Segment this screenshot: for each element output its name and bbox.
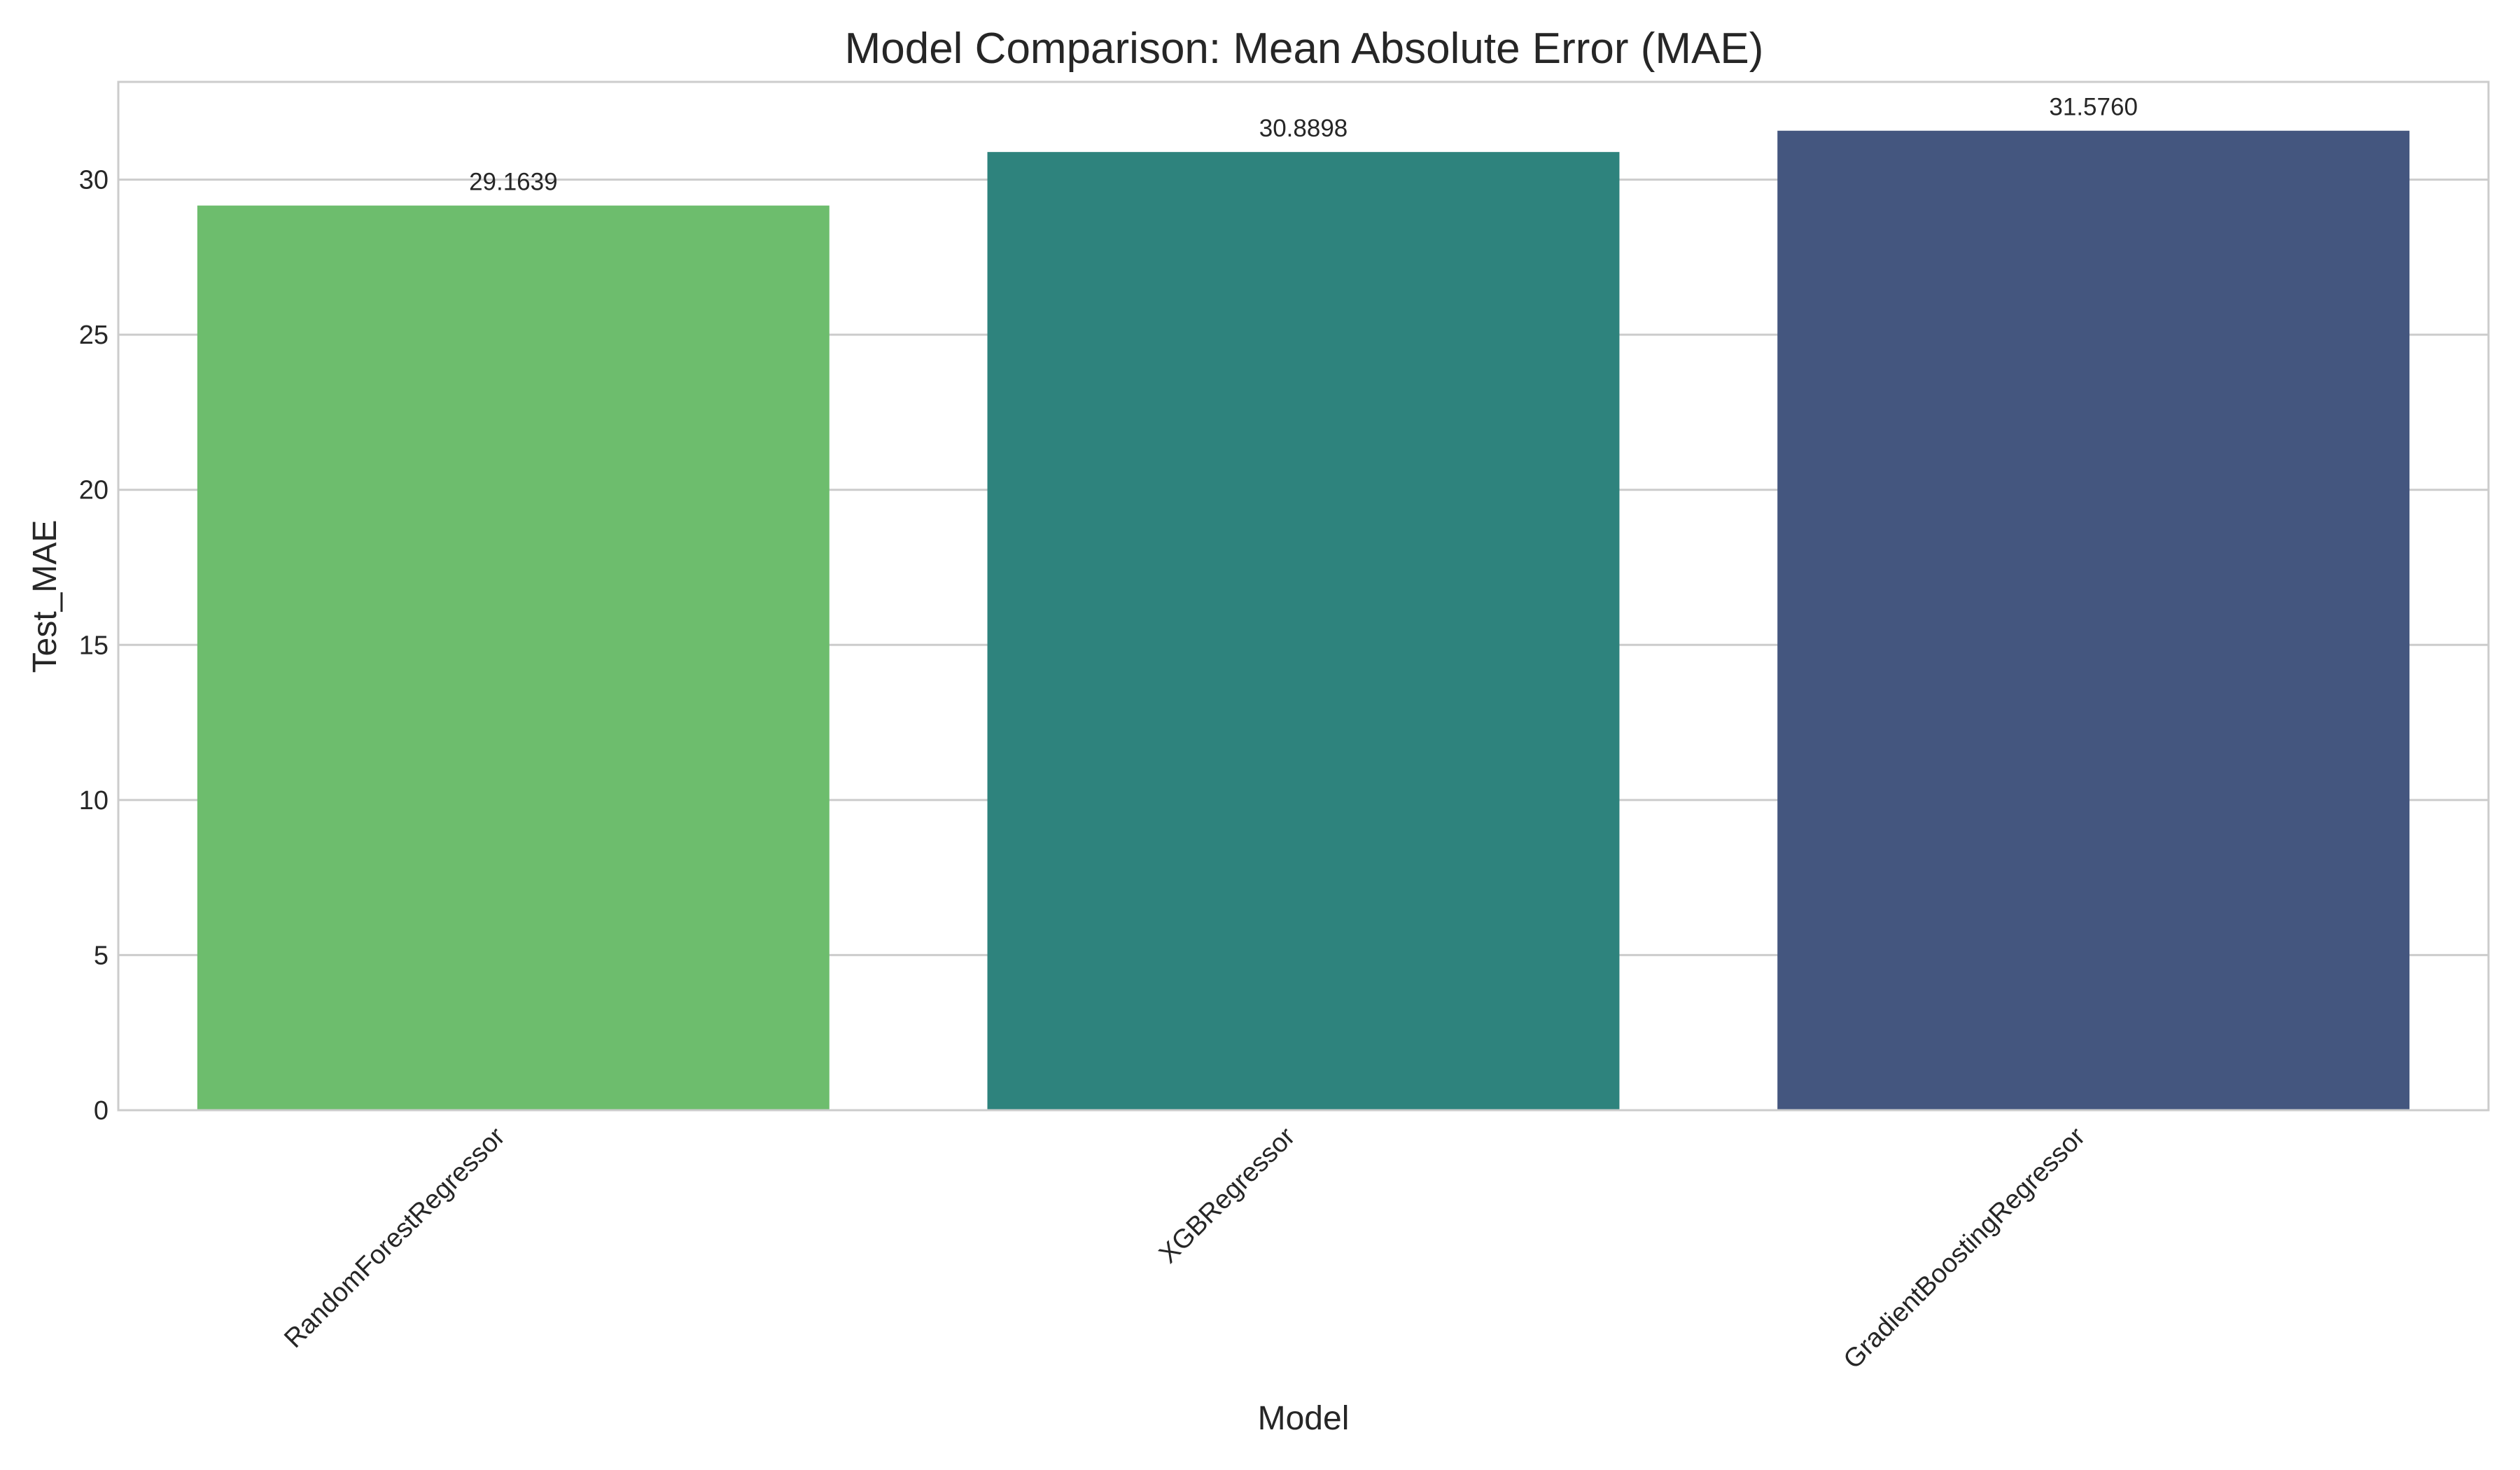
y-tick-label: 0: [94, 1096, 108, 1126]
bar-value-label: 31.5760: [2049, 94, 2138, 121]
y-tick-label: 10: [79, 786, 108, 816]
data-labels: 29.1639 30.8898 31.5760: [469, 94, 2138, 196]
plot-frame: [117, 80, 2490, 1112]
y-tick-label: 5: [94, 941, 108, 970]
bar: [1777, 130, 2410, 1111]
y-tick-label: 15: [79, 631, 108, 660]
y-tick-label: 30: [79, 166, 108, 195]
bar-value-label: 29.1639: [469, 169, 558, 196]
y-axis-label: Test_MAE: [27, 520, 64, 673]
chart-title: Model Comparison: Mean Absolute Error (M…: [845, 24, 1764, 73]
x-axis-label: Model: [1258, 1400, 1350, 1437]
y-tick-label: 20: [79, 476, 108, 505]
bars: [197, 130, 2410, 1111]
plot-area: 29.1639 30.8898 31.5760: [117, 80, 2490, 1112]
bar-value-label: 30.8898: [1259, 115, 1348, 142]
y-axis-ticks: 0 5 10 15 20 25 30: [79, 166, 108, 1126]
y-tick-label: 25: [79, 321, 108, 350]
bar: [197, 205, 830, 1111]
bar: [987, 152, 1620, 1111]
